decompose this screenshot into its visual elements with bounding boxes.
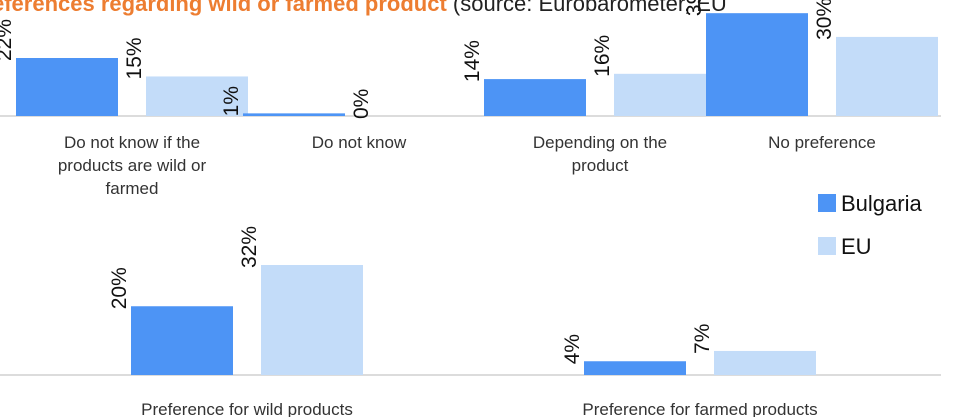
data-label-bulgaria-5: 4% — [561, 334, 584, 364]
bar-bulgaria-4 — [131, 306, 233, 375]
category-label-3-0: No preference — [768, 133, 876, 152]
bar-bulgaria-0 — [16, 58, 118, 116]
category-label-0-0: Do not know if the — [64, 133, 200, 152]
data-label-eu-2: 16% — [591, 35, 614, 77]
category-label-5-0: Preference for farmed products — [582, 400, 817, 417]
data-label-eu-4: 32% — [238, 226, 261, 268]
bar-bulgaria-2 — [484, 79, 586, 116]
category-label-1-0: Do not know — [312, 133, 407, 152]
data-label-bulgaria-4: 20% — [108, 267, 131, 309]
chart-title-source: (source: Eurobarometer, EU — [446, 0, 727, 16]
legend-label-eu: EU — [841, 234, 872, 259]
bar-bulgaria-3 — [706, 13, 808, 117]
category-label-0-2: farmed — [106, 179, 159, 198]
bar-eu-2 — [614, 73, 716, 116]
category-label-2-1: product — [572, 156, 629, 175]
category-label-2-0: Depending on the — [533, 133, 667, 152]
bar-eu-5 — [714, 350, 816, 375]
data-label-eu-0: 15% — [123, 37, 146, 79]
data-label-bulgaria-3: 39% — [683, 0, 706, 16]
bar-bulgaria-5 — [584, 361, 686, 375]
data-label-eu-3: 30% — [813, 0, 836, 40]
bar-bulgaria-1 — [243, 113, 345, 116]
category-label-0-1: products are wild or — [58, 156, 207, 175]
chart-title-main: eferences regarding wild or farmed produ… — [0, 0, 447, 16]
data-label-eu-1: 0% — [350, 89, 373, 119]
data-label-bulgaria-0: 22% — [0, 19, 16, 61]
category-label-4-0: Preference for wild products — [141, 400, 353, 417]
data-label-eu-5: 7% — [691, 324, 714, 354]
bar-eu-0 — [146, 76, 248, 116]
chart-title: eferences regarding wild or farmed produ… — [0, 0, 727, 17]
data-label-bulgaria-1: 1% — [220, 86, 243, 116]
legend-swatch-bulgaria — [818, 194, 836, 212]
bar-eu-3 — [836, 36, 938, 117]
data-label-bulgaria-2: 14% — [461, 40, 484, 82]
legend-label-bulgaria: Bulgaria — [841, 191, 922, 216]
bar-eu-4 — [261, 265, 363, 375]
legend-swatch-eu — [818, 237, 836, 255]
